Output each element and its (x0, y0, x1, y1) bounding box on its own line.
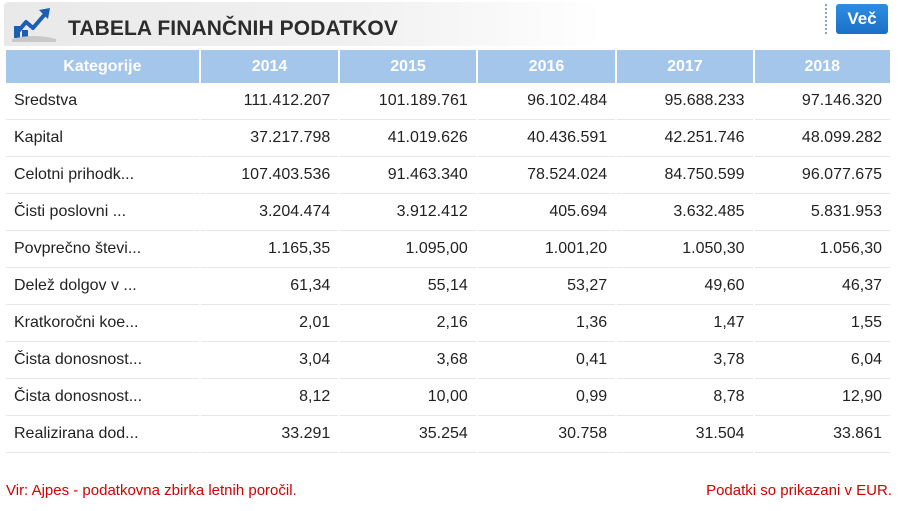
row-category: Čista donosnost... (6, 342, 199, 379)
row-category: Povprečno števi... (6, 231, 199, 268)
column-header-2014[interactable]: 2014 (200, 50, 339, 83)
cell-value: 1.001,20 (477, 231, 616, 268)
column-header-category[interactable]: Kategorije (6, 50, 199, 83)
financial-table: Kategorije 2014 2015 2016 2017 2018 Sred… (4, 50, 892, 453)
cell-value: 1,55 (754, 305, 890, 342)
cell-value: 8,78 (617, 379, 753, 416)
cell-value: 111.412.207 (200, 83, 339, 120)
cell-value: 0,99 (477, 379, 616, 416)
cell-value: 3.912.412 (340, 194, 476, 231)
cell-value: 61,34 (200, 268, 339, 305)
cell-value: 31.504 (617, 416, 753, 453)
table-row: Čisti poslovni ... 3.204.474 3.912.412 4… (6, 194, 890, 231)
cell-value: 1,36 (477, 305, 616, 342)
cell-value: 37.217.798 (200, 120, 339, 157)
cell-value: 41.019.626 (340, 120, 476, 157)
header-tab (4, 2, 604, 46)
cell-value: 1,47 (617, 305, 753, 342)
table-row: Čista donosnost... 8,12 10,00 0,99 8,78 … (6, 379, 890, 416)
column-header-2016[interactable]: 2016 (477, 50, 616, 83)
cell-value: 91.463.340 (340, 157, 476, 194)
table-row: Delež dolgov v ... 61,34 55,14 53,27 49,… (6, 268, 890, 305)
source-note: Vir: Ajpes - podatkovna zbirka letnih po… (6, 482, 297, 499)
currency-note: Podatki so prikazani v EUR. (706, 482, 892, 499)
cell-value: 84.750.599 (617, 157, 753, 194)
cell-value: 107.403.536 (200, 157, 339, 194)
cell-value: 2,01 (200, 305, 339, 342)
row-category: Sredstva (6, 83, 199, 120)
widget-title: TABELA FINANČNIH PODATKOV (68, 17, 398, 40)
table-row: Realizirana dod... 33.291 35.254 30.758 … (6, 416, 890, 453)
cell-value: 3,78 (617, 342, 753, 379)
cell-value: 3.632.485 (617, 194, 753, 231)
cell-value: 10,00 (340, 379, 476, 416)
cell-value: 3.204.474 (200, 194, 339, 231)
row-category: Čisti poslovni ... (6, 194, 199, 231)
cell-value: 53,27 (477, 268, 616, 305)
cell-value: 96.077.675 (754, 157, 890, 194)
cell-value: 46,37 (754, 268, 890, 305)
cell-value: 1.056,30 (754, 231, 890, 268)
column-header-2018[interactable]: 2018 (754, 50, 890, 83)
cell-value: 49,60 (617, 268, 753, 305)
cell-value: 48.099.282 (754, 120, 890, 157)
row-category: Kratkoročni koe... (6, 305, 199, 342)
row-category: Čista donosnost... (6, 379, 199, 416)
more-button[interactable]: Več (836, 4, 888, 34)
cell-value: 6,04 (754, 342, 890, 379)
widget-header: TABELA FINANČNIH PODATKOV Več (0, 0, 900, 46)
cell-value: 42.251.746 (617, 120, 753, 157)
cell-value: 96.102.484 (477, 83, 616, 120)
column-header-2015[interactable]: 2015 (340, 50, 476, 83)
table-row: Celotni prihodk... 107.403.536 91.463.34… (6, 157, 890, 194)
divider (825, 4, 827, 34)
table-row: Kratkoročni koe... 2,01 2,16 1,36 1,47 1… (6, 305, 890, 342)
cell-value: 405.694 (477, 194, 616, 231)
cell-value: 5.831.953 (754, 194, 890, 231)
column-header-2017[interactable]: 2017 (617, 50, 753, 83)
table-row: Kapital 37.217.798 41.019.626 40.436.591… (6, 120, 890, 157)
cell-value: 95.688.233 (617, 83, 753, 120)
cell-value: 33.291 (200, 416, 339, 453)
row-category: Kapital (6, 120, 199, 157)
table-header-row: Kategorije 2014 2015 2016 2017 2018 (6, 50, 890, 83)
cell-value: 33.861 (754, 416, 890, 453)
table-row: Sredstva 111.412.207 101.189.761 96.102.… (6, 83, 890, 120)
row-category: Celotni prihodk... (6, 157, 199, 194)
cell-value: 1.095,00 (340, 231, 476, 268)
chart-trend-icon (12, 4, 56, 42)
cell-value: 55,14 (340, 268, 476, 305)
cell-value: 3,68 (340, 342, 476, 379)
cell-value: 40.436.591 (477, 120, 616, 157)
cell-value: 12,90 (754, 379, 890, 416)
cell-value: 1.050,30 (617, 231, 753, 268)
table-row: Povprečno števi... 1.165,35 1.095,00 1.0… (6, 231, 890, 268)
cell-value: 2,16 (340, 305, 476, 342)
cell-value: 78.524.024 (477, 157, 616, 194)
cell-value: 1.165,35 (200, 231, 339, 268)
row-category: Delež dolgov v ... (6, 268, 199, 305)
table-row: Čista donosnost... 3,04 3,68 0,41 3,78 6… (6, 342, 890, 379)
cell-value: 8,12 (200, 379, 339, 416)
cell-value: 0,41 (477, 342, 616, 379)
cell-value: 97.146.320 (754, 83, 890, 120)
cell-value: 35.254 (340, 416, 476, 453)
row-category: Realizirana dod... (6, 416, 199, 453)
cell-value: 3,04 (200, 342, 339, 379)
cell-value: 101.189.761 (340, 83, 476, 120)
cell-value: 30.758 (477, 416, 616, 453)
